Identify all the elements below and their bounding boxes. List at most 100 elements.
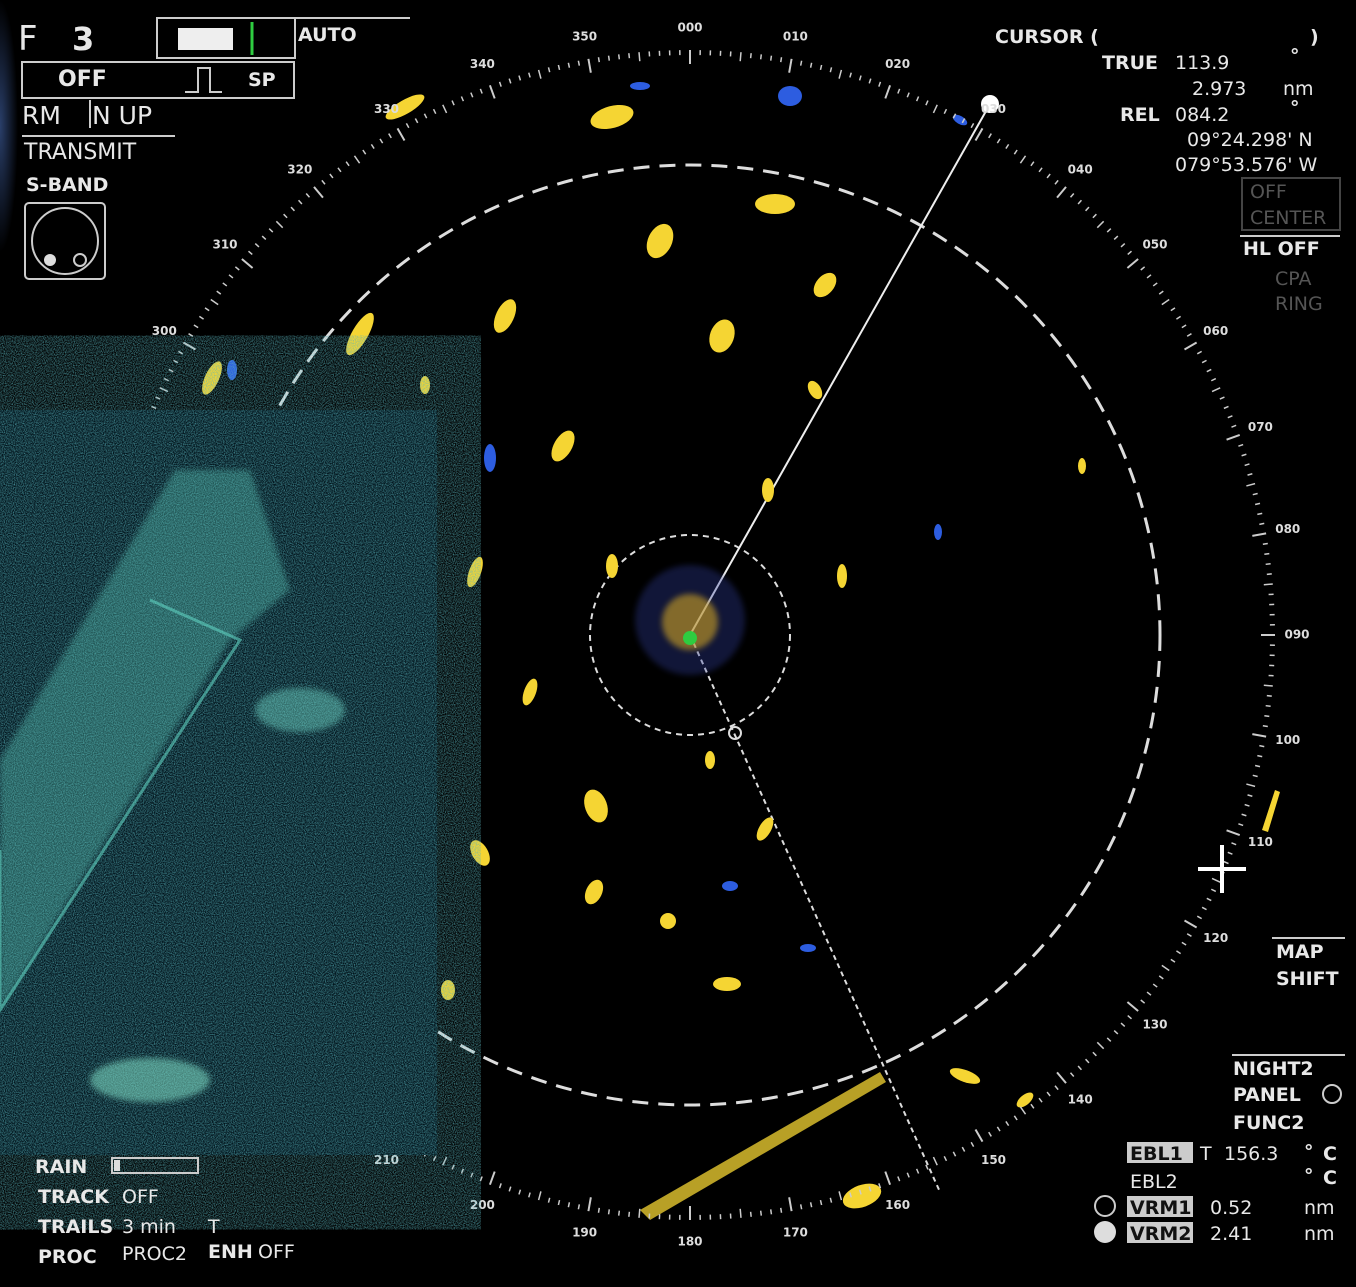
bearing-tick [1211,387,1221,393]
range-ring [218,163,1162,1107]
ebl1-label[interactable]: EBL1 [1130,1143,1183,1165]
bearing-tick [1046,1091,1051,1097]
bearing-tick [749,53,752,59]
bearing-tick [1056,186,1067,199]
vrm2-label[interactable]: VRM2 [1130,1223,1191,1245]
bearing-tick [518,75,522,81]
bearing-tick [587,58,592,73]
bearing-label: 110 [1248,835,1273,849]
bearing-tick [479,1176,483,1182]
map-shift[interactable]: SHIFT [1276,968,1339,990]
target [551,430,575,462]
bearing-tick [193,324,199,329]
bearing-tick [222,282,228,287]
enh-value[interactable]: OFF [258,1241,295,1263]
bearing-tick [1257,512,1263,516]
vrm-marker [728,726,742,740]
gain-bar [178,28,233,50]
bearing-tick [849,72,852,78]
coast-echo [640,1072,886,1220]
enh-label: ENH [208,1241,253,1263]
bearing-tick [587,1197,592,1212]
hl-button[interactable]: HL OFF [1243,238,1320,260]
bearing-tick [1227,851,1233,855]
bearing-tick [1054,179,1059,185]
vrm1-label[interactable]: VRM1 [1130,1197,1191,1219]
bearing-tick [788,58,793,73]
bearing-tick [577,60,581,66]
bearing-tick [858,75,862,81]
bearing-tick [1170,958,1176,963]
bearing-tick [1241,453,1247,457]
ebl2-unit: ° [1304,1165,1314,1187]
bearing-tick [597,1207,601,1213]
bearing-label: 090 [1284,628,1309,642]
bearing-tick [1127,1014,1132,1020]
bearing-tick [739,52,742,62]
bearing-tick [607,55,611,61]
own-ship [683,631,697,645]
bearing-tick [868,1186,872,1192]
ebl1-value: 156.3 [1224,1143,1278,1165]
trails-value[interactable]: 3 min [122,1216,176,1238]
bearing-tick [1206,897,1212,902]
vrm-ring [589,534,791,736]
panel-button[interactable]: PANEL [1233,1084,1301,1106]
off-center-button[interactable] [1241,177,1341,231]
ebl2-label[interactable]: EBL2 [1130,1171,1178,1193]
bearing-tick [261,235,267,240]
motion: RM [22,101,61,130]
map-shift[interactable]: MAP [1276,941,1324,963]
func-button[interactable]: FUNC2 [1233,1112,1304,1134]
bearing-tick [988,1131,992,1137]
bearing-label: 350 [572,30,597,44]
bearing-tick [210,298,219,306]
bearing-tick [442,104,448,114]
bearing-tick [1106,228,1112,233]
settings-panel: RAIN TRACK OFF TRAILS 3 min T PROC PROC2… [35,1156,295,1268]
range-rings [218,95,1162,1193]
bearing-tick [577,1204,581,1210]
cpa-ring[interactable]: RING [1275,293,1323,315]
echo [934,524,942,540]
bearing-tick [1096,1041,1105,1050]
cpa-ring[interactable]: CPA [1275,268,1312,290]
f-label: F [18,19,38,59]
bearing-tick [1265,704,1271,708]
bearing-tick [155,396,161,400]
bearing-tick [878,81,882,87]
antenna-icon [44,254,56,266]
marker-panel: EBL1 T 156.3 ° C EBL2 ° C VRM1 0.52 nm V… [1094,1141,1337,1245]
wreck [0,470,290,1010]
bearing-tick [321,179,326,185]
cursor-close: ) [1310,26,1319,48]
bearing-tick [799,1204,803,1210]
bearing-tick [1211,877,1221,883]
track-value[interactable]: OFF [122,1186,159,1208]
bearing-tick [1259,744,1265,748]
bearing-tick [329,173,334,179]
night-button[interactable]: NIGHT2 [1233,1058,1314,1080]
ebl1-unit: ° [1304,1141,1314,1163]
target [522,678,538,706]
bearing-tick [1254,502,1261,506]
bearing-tick [779,1207,783,1213]
bearing-tick [974,127,984,141]
bearing-tick [1231,842,1237,846]
bearing-tick [952,1151,957,1157]
bearing-tick [283,213,288,219]
bearing-tick [498,81,502,87]
proc-value[interactable]: PROC2 [122,1243,187,1265]
bearing-tick [442,1156,448,1166]
echo [800,944,816,952]
bearing-tick [1252,492,1258,496]
bearing-tick [1113,1030,1119,1035]
bearing-tick [1085,206,1090,212]
bearing-tick [1038,1097,1043,1103]
bearing-tick [1262,542,1268,546]
wreck-edge [0,598,243,1013]
bearing-tick [1161,298,1170,306]
bearing-tick [970,122,975,129]
ebl1-mode: C [1323,1143,1337,1165]
bearing-tick [1196,915,1203,920]
